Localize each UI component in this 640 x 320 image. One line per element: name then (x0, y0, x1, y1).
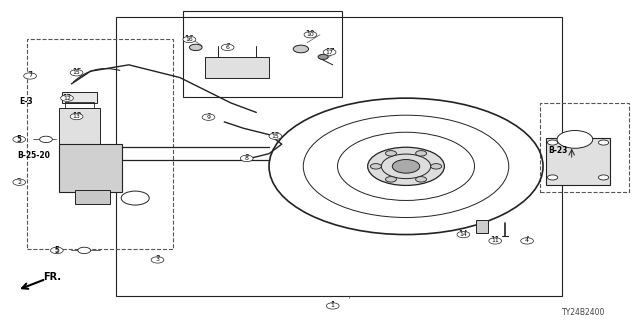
Text: 5: 5 (17, 137, 21, 142)
Bar (183, 11, 342, 97)
Circle shape (323, 49, 336, 55)
Text: FR.: FR. (43, 272, 61, 282)
Circle shape (293, 45, 308, 53)
Text: 10: 10 (307, 32, 314, 37)
Bar (476, 220, 488, 233)
Text: B-23: B-23 (548, 146, 568, 155)
Circle shape (392, 160, 420, 173)
Circle shape (415, 177, 427, 182)
Circle shape (367, 147, 444, 186)
Circle shape (385, 177, 396, 182)
Text: 4: 4 (525, 236, 529, 245)
Circle shape (326, 303, 339, 309)
Bar (27, 39, 173, 249)
Text: 7: 7 (28, 71, 33, 80)
Bar (62, 92, 97, 103)
Circle shape (547, 175, 557, 180)
Text: 5: 5 (17, 135, 22, 144)
Text: 6: 6 (225, 43, 230, 52)
Text: 15: 15 (271, 134, 279, 139)
Text: 12: 12 (63, 96, 71, 101)
Circle shape (598, 140, 609, 145)
Circle shape (51, 247, 63, 253)
Bar (205, 57, 269, 77)
Text: 9: 9 (206, 113, 211, 122)
Circle shape (13, 136, 26, 142)
Circle shape (221, 44, 234, 51)
Circle shape (269, 133, 282, 140)
Circle shape (457, 231, 470, 238)
Circle shape (202, 114, 215, 120)
Circle shape (557, 131, 593, 148)
Text: 16: 16 (184, 35, 194, 44)
Text: 7: 7 (28, 73, 32, 78)
Text: 17: 17 (324, 48, 334, 57)
Circle shape (318, 54, 328, 60)
Text: 13: 13 (72, 112, 81, 121)
Circle shape (431, 164, 442, 169)
Text: 1: 1 (330, 301, 335, 310)
Bar (59, 144, 122, 192)
Text: 2: 2 (17, 178, 22, 187)
Circle shape (40, 136, 52, 142)
Text: 8: 8 (244, 154, 249, 163)
Circle shape (547, 140, 557, 145)
Circle shape (598, 175, 609, 180)
Circle shape (24, 73, 36, 79)
Text: 12: 12 (62, 94, 72, 103)
Circle shape (70, 69, 83, 76)
Bar (75, 190, 109, 204)
Text: 3: 3 (155, 255, 160, 264)
Circle shape (189, 44, 202, 51)
Text: 15: 15 (271, 132, 280, 141)
Text: 5: 5 (54, 246, 60, 255)
Text: 14: 14 (460, 232, 467, 237)
Text: 13: 13 (73, 114, 81, 119)
Bar (59, 108, 100, 144)
Text: 5: 5 (17, 135, 22, 144)
Circle shape (371, 164, 381, 169)
Circle shape (70, 113, 83, 120)
Text: 11: 11 (490, 236, 500, 245)
Text: 5: 5 (55, 248, 59, 253)
Text: 1: 1 (331, 303, 335, 308)
Text: 3: 3 (156, 257, 159, 262)
Circle shape (61, 95, 74, 101)
Text: 6: 6 (226, 45, 230, 50)
Text: 15: 15 (73, 70, 81, 75)
Text: 15: 15 (72, 68, 81, 77)
Bar (546, 138, 610, 185)
Circle shape (489, 238, 502, 244)
Text: 5: 5 (54, 246, 60, 255)
Bar (65, 102, 94, 108)
Circle shape (241, 155, 253, 162)
Text: 8: 8 (244, 156, 249, 161)
Circle shape (151, 257, 164, 263)
Text: 4: 4 (525, 238, 529, 244)
Text: 9: 9 (207, 115, 211, 120)
Circle shape (78, 247, 91, 253)
Circle shape (304, 32, 317, 38)
Text: 10: 10 (306, 30, 316, 39)
Text: 2: 2 (17, 180, 21, 185)
Circle shape (183, 36, 196, 43)
Bar (116, 17, 562, 296)
Text: 17: 17 (326, 50, 333, 55)
Text: TY24B2400: TY24B2400 (562, 308, 605, 317)
Circle shape (415, 151, 427, 156)
Circle shape (385, 151, 396, 156)
Circle shape (13, 179, 26, 185)
Text: 16: 16 (186, 37, 193, 42)
Text: 14: 14 (459, 230, 468, 239)
Text: B-25-20: B-25-20 (17, 151, 50, 160)
Text: E-3: E-3 (19, 97, 33, 106)
Text: 11: 11 (492, 238, 499, 244)
Bar (540, 103, 629, 192)
Circle shape (521, 238, 534, 244)
